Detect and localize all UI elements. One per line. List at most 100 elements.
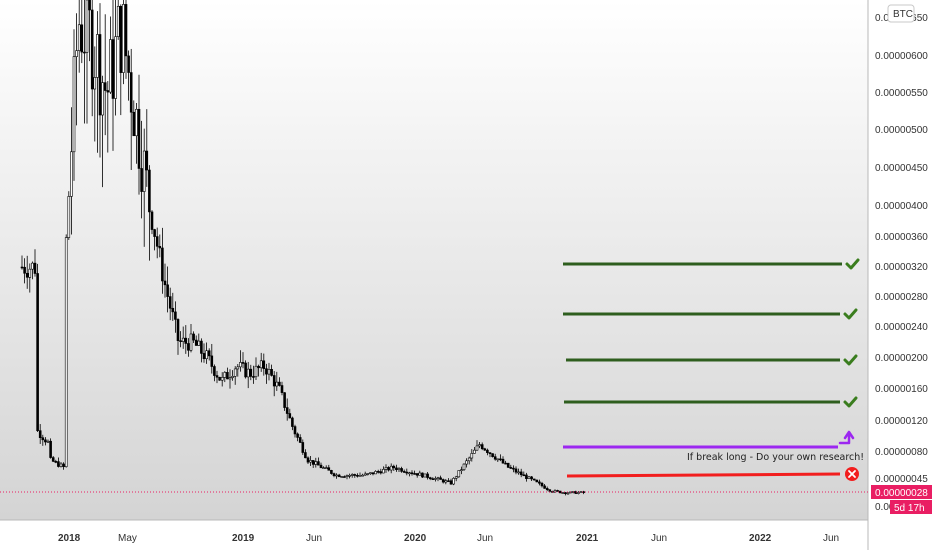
candle-body (200, 340, 203, 354)
candle-body (434, 478, 437, 480)
candle-body (83, 51, 86, 54)
candle-body (501, 458, 505, 464)
candle-body (137, 108, 141, 169)
time-tick: 2021 (576, 533, 599, 544)
chart-background (0, 0, 868, 520)
candle-body (324, 467, 328, 469)
candle-body (148, 169, 151, 213)
candle-body (340, 476, 344, 478)
candle-body (280, 385, 284, 393)
candle-body (441, 479, 445, 483)
candle-body (361, 474, 364, 477)
candle-body (249, 368, 253, 377)
candle-body (38, 430, 42, 438)
candle-body (449, 480, 453, 485)
candle-body (556, 490, 559, 492)
target-line-3[interactable] (566, 354, 858, 366)
candle-body (439, 477, 442, 480)
candle-body (109, 39, 112, 93)
countdown-label: 5d 17h (894, 503, 925, 514)
candle-body (142, 150, 146, 192)
candle-body (197, 340, 201, 346)
candle-body (129, 72, 133, 113)
candle-body (389, 465, 393, 471)
check-icon (843, 354, 858, 366)
last-price-label: 0.00000028 (875, 488, 928, 499)
candle-body (418, 472, 422, 476)
candle-body (252, 376, 255, 378)
candle-body (558, 490, 562, 494)
candle-body (135, 108, 138, 137)
candle-body (548, 489, 552, 492)
candle-body (285, 407, 289, 414)
candle-body (293, 426, 297, 435)
candle-body (296, 433, 299, 438)
candle-body (436, 477, 440, 480)
candle-body (288, 413, 292, 419)
price-tick: 0.00000200 (875, 353, 928, 364)
candle-body (223, 372, 227, 378)
target-line-1[interactable] (563, 258, 860, 270)
candle-body (254, 365, 258, 378)
candle-body (174, 311, 177, 320)
candle-body (166, 284, 169, 297)
candle-body (127, 55, 130, 73)
candle-body (64, 237, 68, 468)
time-tick: Jun (306, 533, 322, 544)
candle-body (519, 471, 523, 476)
candle-body (262, 360, 266, 369)
candle-body (517, 471, 520, 474)
candle-body (330, 469, 333, 474)
candle-body (189, 333, 193, 351)
candle-body (207, 350, 211, 357)
candle-body (259, 360, 263, 369)
breakout-line[interactable] (563, 430, 855, 449)
stop-line[interactable] (566, 467, 859, 481)
candle-body (116, 5, 120, 37)
candle-body (332, 473, 336, 476)
candle-body (46, 440, 50, 443)
candle-body (579, 491, 583, 493)
candle-body (319, 464, 323, 469)
currency-badge[interactable]: BTC (887, 4, 915, 23)
candle-body (356, 474, 359, 477)
candle-body (213, 366, 216, 376)
candle-body (291, 417, 294, 427)
candle-body (246, 368, 250, 378)
candle-body (374, 471, 377, 475)
candle-body (119, 5, 123, 73)
price-tick: 0.00000045 (875, 474, 928, 485)
time-axis-labels: 2018 May 2019 Jun 2020 Jun 2021 Jun 2022… (58, 533, 839, 544)
target-line-2[interactable] (563, 308, 858, 320)
candle-body (314, 461, 318, 465)
candle-body (187, 343, 190, 351)
candle-body (215, 375, 219, 378)
candle-body (283, 392, 286, 408)
target-line-4[interactable] (564, 396, 858, 408)
candle-body (25, 272, 29, 278)
candle-body (376, 471, 380, 473)
candle-body (486, 449, 489, 453)
candle-body (566, 492, 570, 495)
candle-body (392, 465, 396, 469)
candle-body (267, 369, 271, 375)
candle-body (233, 368, 237, 377)
candle-body (298, 437, 302, 443)
candle-body (395, 467, 398, 470)
candle-body (301, 442, 305, 453)
candle-body (41, 437, 45, 441)
candle-body (72, 56, 76, 153)
candle-body (496, 458, 500, 461)
candle-body (345, 475, 349, 477)
candle-body (457, 470, 461, 478)
check-icon (843, 308, 858, 320)
price-tick: 0.00000080 (875, 447, 928, 458)
time-tick: 2020 (404, 533, 427, 544)
candle-body (527, 476, 531, 479)
price-tick: 0.00000280 (875, 292, 928, 303)
candle-body (265, 368, 268, 375)
candle-body (379, 471, 383, 474)
candle-body (447, 480, 450, 482)
candle-body (23, 266, 26, 274)
